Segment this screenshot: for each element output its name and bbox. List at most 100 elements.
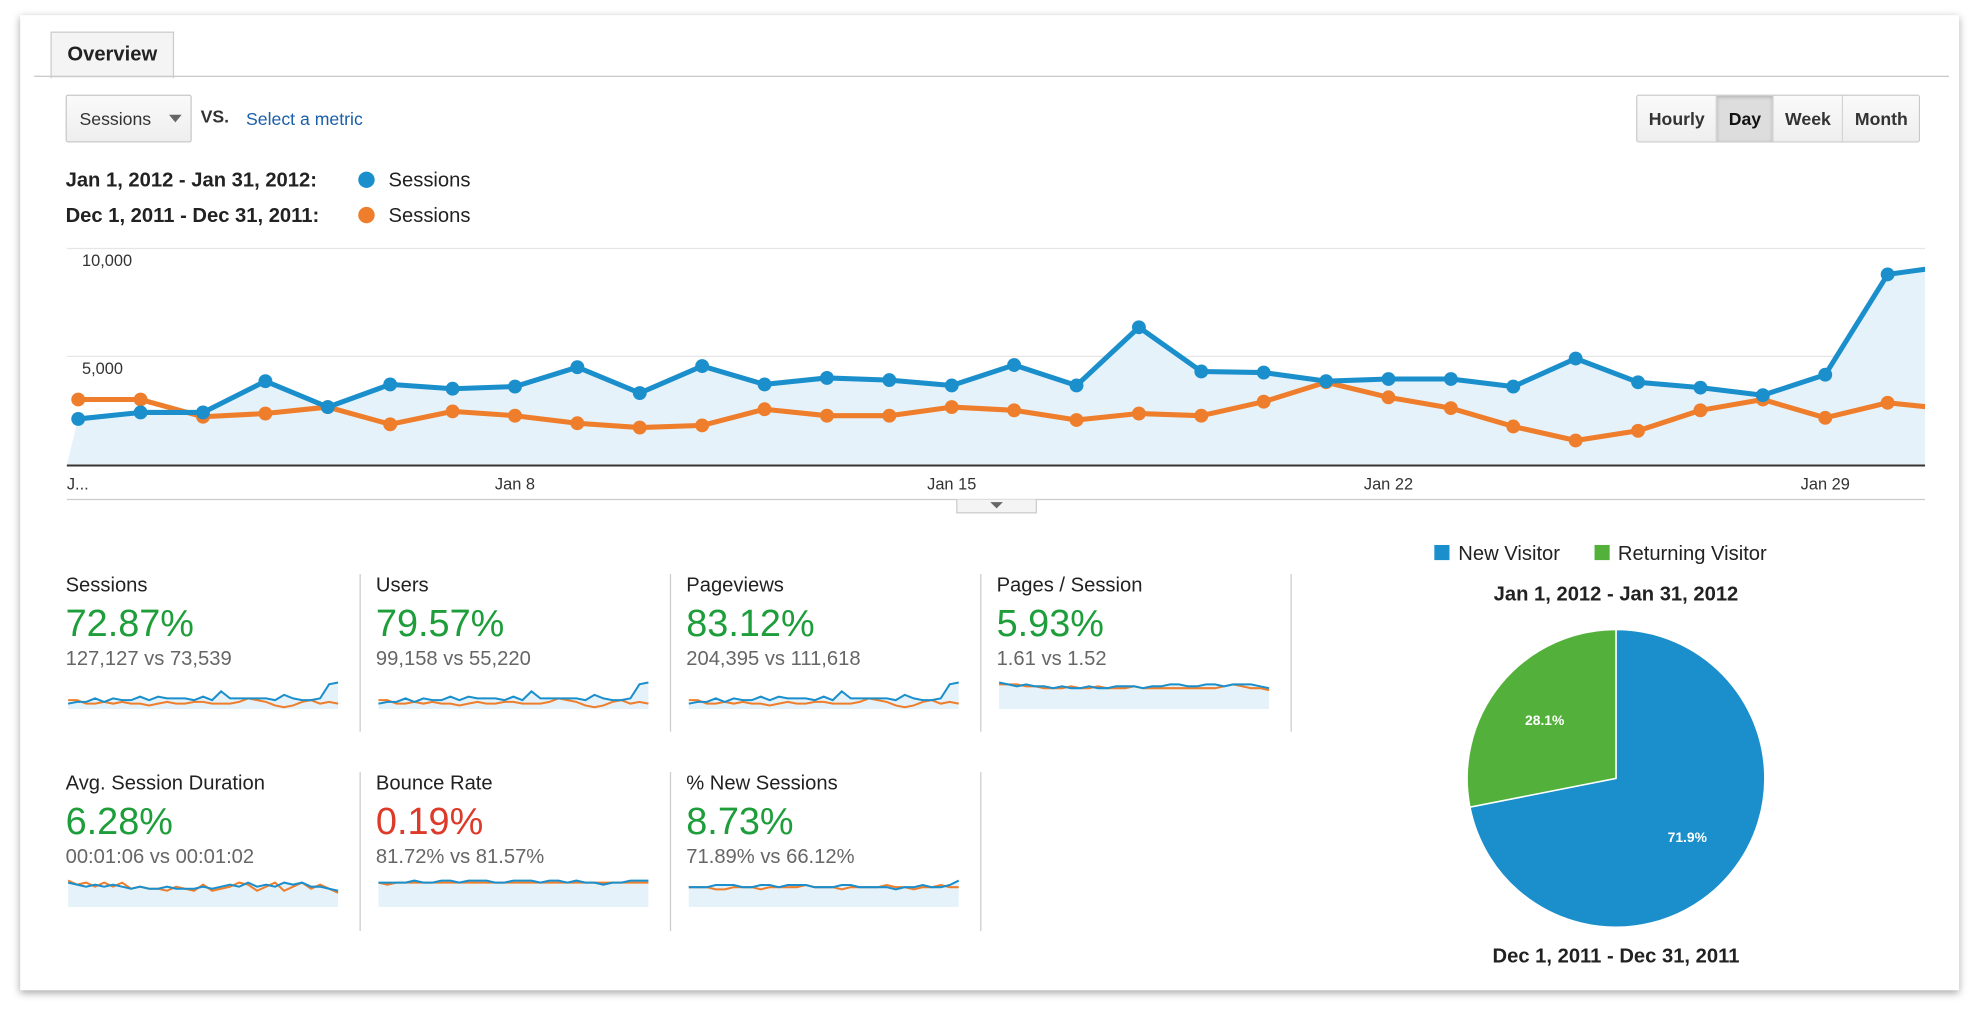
previous-sessions-point[interactable] (383, 417, 398, 432)
previous-sessions-point[interactable] (820, 408, 834, 423)
metric-card[interactable]: Pages / Session 5.93% 1.61 vs 1.52 (997, 575, 1287, 709)
previous-sessions-point[interactable] (1256, 394, 1271, 409)
metric-change: 72.87% (65, 602, 194, 645)
previous-sessions-point[interactable] (258, 406, 273, 421)
metric-divider (669, 573, 672, 732)
previous-sessions-point[interactable] (757, 402, 772, 417)
current-sessions-point[interactable] (1069, 378, 1084, 393)
previous-sessions-point[interactable] (1568, 433, 1583, 448)
previous-sessions-point[interactable] (632, 420, 647, 435)
metric-compare: 1.61 vs 1.52 (996, 648, 1107, 670)
previous-sessions-point[interactable] (71, 392, 86, 407)
metric-card[interactable]: Bounce Rate 0.19% 81.72% vs 81.57% (375, 773, 666, 908)
current-sessions-point[interactable] (820, 371, 834, 385)
pie-legend-returning: Returning Visitor (1617, 543, 1767, 566)
chevron-down-icon (990, 502, 1003, 509)
previous-sessions-point[interactable] (508, 408, 522, 423)
metric-card[interactable]: Avg. Session Duration 6.28% 00:01:06 vs … (66, 773, 356, 908)
metric-card[interactable]: % New Sessions 8.73% 71.89% vs 66.12% (686, 773, 976, 908)
previous-sessions-point[interactable] (1693, 403, 1708, 418)
pie-legend: New Visitor Returning Visitor (1434, 543, 1767, 567)
current-sessions-point[interactable] (1943, 259, 1957, 273)
week-button[interactable]: Week (1772, 95, 1843, 142)
metric-title: Bounce Rate (375, 773, 493, 795)
day-button[interactable]: Day (1716, 95, 1773, 142)
sparkline-area (68, 682, 339, 709)
current-sessions-point[interactable] (1443, 372, 1458, 386)
previous-sessions-point[interactable] (445, 404, 460, 419)
current-sessions-point[interactable] (757, 377, 772, 392)
current-sessions-point[interactable] (1256, 365, 1271, 380)
hourly-button[interactable]: Hourly (1637, 95, 1717, 142)
metric-title: % New Sessions (686, 773, 838, 795)
metric-compare: 127,127 vs 73,539 (65, 648, 232, 670)
previous-sessions-point[interactable] (1381, 390, 1396, 405)
metric-divider (359, 772, 361, 931)
previous-sessions-point[interactable] (570, 416, 585, 431)
metric-card[interactable]: Users 79.57% 99,158 vs 55,220 (376, 575, 666, 709)
current-sessions-point[interactable] (383, 377, 398, 392)
current-sessions-point[interactable] (196, 405, 210, 420)
previous-sessions-point[interactable] (695, 418, 710, 433)
previous-sessions-point[interactable] (1506, 419, 1521, 434)
sparkline-area (688, 682, 959, 709)
current-sessions-point[interactable] (508, 379, 522, 394)
pie-slice-label: 28.1% (1525, 712, 1564, 728)
current-sessions-point[interactable] (133, 405, 148, 420)
metric-card[interactable]: Pageviews 83.12% 204,395 vs 111,618 (686, 575, 976, 709)
current-sessions-point[interactable] (695, 359, 710, 374)
current-sessions-point[interactable] (882, 373, 897, 388)
pie-slice-returning[interactable] (1466, 628, 1617, 809)
pie-slice-new[interactable] (1469, 628, 1766, 928)
current-sessions-point[interactable] (1194, 364, 1209, 379)
previous-sessions-point[interactable] (1194, 408, 1209, 423)
previous-sessions-point[interactable] (1631, 423, 1645, 438)
current-sessions-point[interactable] (1506, 379, 1521, 394)
tab-overview[interactable]: Overview (50, 31, 175, 79)
current-sessions-point[interactable] (71, 411, 86, 426)
previous-sessions-point[interactable] (1007, 403, 1022, 418)
current-sessions-point[interactable] (445, 381, 460, 396)
metric-card[interactable]: Sessions 72.87% 127,127 vs 73,539 (66, 575, 356, 709)
current-sessions-point[interactable] (1693, 380, 1708, 395)
previous-sessions-point[interactable] (1880, 395, 1895, 410)
overview-panel: Overview Sessions VS. Select a metric Ho… (20, 15, 1960, 991)
current-sessions-point[interactable] (1880, 267, 1895, 282)
previous-sessions-point[interactable] (1443, 401, 1458, 416)
previous-sessions-point[interactable] (133, 392, 148, 407)
previous-sessions-point[interactable] (882, 408, 897, 423)
current-sessions-point[interactable] (1755, 388, 1770, 403)
current-sessions-point[interactable] (258, 374, 273, 389)
sparkline-previous (68, 697, 339, 709)
current-sessions-point[interactable] (1631, 375, 1645, 390)
sparkline-previous (67, 879, 339, 894)
metric-select-value: Sessions (79, 108, 152, 129)
granularity-buttons: Hourly Day Week Month (1636, 94, 1921, 143)
previous-sessions-point[interactable] (1069, 413, 1084, 427)
current-sessions-point[interactable] (1818, 367, 1833, 382)
sparkline-current (67, 681, 339, 705)
select-metric-link[interactable]: Select a metric (245, 108, 363, 129)
x-tick-label: Jan 8 (495, 475, 535, 493)
current-sessions-point[interactable] (1381, 372, 1396, 386)
current-sessions-point[interactable] (1131, 320, 1146, 335)
month-button[interactable]: Month (1842, 95, 1920, 142)
sparkline-area (688, 880, 959, 908)
x-tick-label: Jan 15 (927, 475, 976, 493)
metric-divider (980, 573, 982, 732)
previous-sessions-point[interactable] (1943, 402, 1957, 416)
current-sessions-point[interactable] (1319, 374, 1334, 389)
previous-sessions-point[interactable] (1131, 406, 1146, 421)
chart-collapse-handle[interactable] (956, 499, 1037, 514)
metric-compare: 204,395 vs 111,618 (686, 648, 861, 670)
current-sessions-point[interactable] (1568, 351, 1583, 366)
current-sessions-point[interactable] (944, 378, 959, 393)
previous-sessions-point[interactable] (1818, 410, 1833, 425)
current-sessions-point[interactable] (570, 360, 585, 375)
current-sessions-point[interactable] (320, 400, 335, 415)
metric-select[interactable]: Sessions (65, 94, 192, 143)
y-tick-label: 10,000 (82, 252, 132, 270)
current-sessions-point[interactable] (1007, 358, 1022, 372)
current-sessions-point[interactable] (632, 386, 647, 400)
previous-sessions-point[interactable] (944, 400, 959, 415)
